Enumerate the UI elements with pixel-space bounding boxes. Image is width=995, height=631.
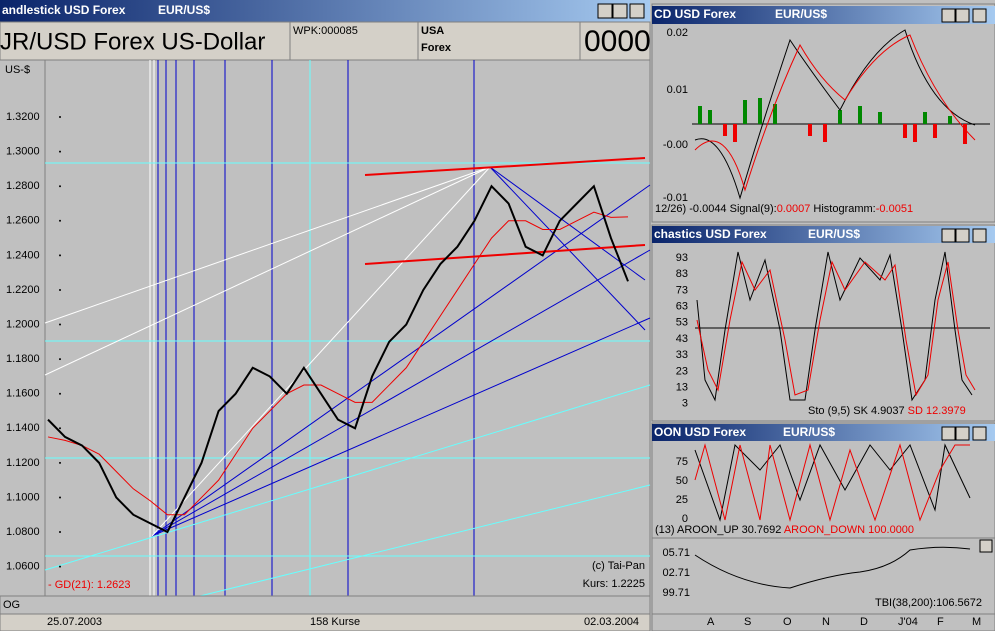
y-tick-label: 93 <box>676 252 688 264</box>
market: Forex <box>421 42 452 54</box>
x-tick-label: O <box>783 616 792 628</box>
title-bar <box>652 424 995 441</box>
y-tick-label: -0.00 <box>663 139 688 151</box>
grid-dot <box>59 427 61 430</box>
end-date: 02.03.2004 <box>584 616 639 628</box>
close-button[interactable] <box>979 539 993 553</box>
y-tick-label: 83 <box>676 268 688 280</box>
grid-dot <box>59 323 61 326</box>
window-symbol: EUR/US$ <box>775 7 827 21</box>
window-title: CD USD Forex <box>654 7 736 21</box>
grid-dot <box>59 358 61 361</box>
y-tick-label: 1.1400 <box>6 422 40 434</box>
window-buttons[interactable] <box>597 3 645 19</box>
y-tick-label: 1.2200 <box>6 284 40 296</box>
x-tick-label: F <box>937 616 944 628</box>
y-tick-label: 1.2800 <box>6 180 40 192</box>
country: USA <box>421 25 444 37</box>
window-buttons[interactable] <box>941 8 987 23</box>
y-tick-label: 13 <box>676 382 688 394</box>
y-tick-label: 02.71 <box>662 567 690 579</box>
y-tick-label: 50 <box>676 475 688 487</box>
x-tick-label: M <box>972 616 981 628</box>
grid-dot <box>59 219 61 222</box>
y-tick-label: 75 <box>676 456 688 468</box>
macd-footer: 12/26) -0.0044 Signal(9):0.0007 Histogra… <box>655 203 913 215</box>
y-tick-label: 73 <box>676 284 688 296</box>
grid-dot <box>59 254 61 257</box>
start-date: 25.07.2003 <box>47 616 102 628</box>
x-tick-label: S <box>744 616 751 628</box>
x-tick-label: A <box>707 616 715 628</box>
y-tick-label: 25 <box>676 494 688 506</box>
grid-dot <box>59 461 61 464</box>
y-tick-label: 1.3000 <box>6 146 40 158</box>
y-tick-label: 23 <box>676 365 688 377</box>
copyright: (c) Tai-Pan <box>592 560 645 572</box>
window-title: andlestick USD Forex <box>2 3 126 17</box>
y-tick-label: 05.71 <box>662 547 690 559</box>
wpk: WPK:000085 <box>293 25 358 37</box>
y-tick-label: 63 <box>676 301 688 313</box>
stoch-footer: Sto (9,5) SK 4.9037 SD 12.3979 <box>808 405 966 417</box>
y-tick-label: 1.2600 <box>6 215 40 227</box>
window-symbol: EUR/US$ <box>783 425 835 439</box>
y-tick-label: 1.1800 <box>6 353 40 365</box>
ma-line <box>47 211 629 516</box>
grid-dot <box>59 496 61 499</box>
grid-dot <box>59 392 61 395</box>
y-tick-label: 1.2000 <box>6 318 40 330</box>
x-tick-label: J'04 <box>898 616 918 628</box>
scale-mode: OG <box>3 599 20 611</box>
grid-dot <box>59 288 61 291</box>
aroon-footer: (13) AROON_UP 30.7692 AROON_DOWN 100.000… <box>655 524 914 536</box>
grid-dot <box>59 116 61 119</box>
x-tick-label: N <box>822 616 830 628</box>
y-tick-label: 1.0800 <box>6 526 40 538</box>
y-tick-label: 0.02 <box>667 27 688 39</box>
header-name: JR/USD Forex US-Dollar <box>0 28 265 55</box>
y-tick-label: 1.3200 <box>6 111 40 123</box>
window-buttons[interactable] <box>941 228 987 243</box>
grid-dot <box>59 531 61 534</box>
title-bar <box>652 6 995 24</box>
y-tick-label: 1.2400 <box>6 249 40 261</box>
window-symbol: EUR/US$ <box>158 3 210 17</box>
y-tick-label: 33 <box>676 349 688 361</box>
x-tick-label: D <box>860 616 868 628</box>
y-tick-label: 3 <box>682 398 688 410</box>
y-unit: US-$ <box>5 64 30 76</box>
y-tick-label: 0.01 <box>667 84 688 96</box>
count: 158 Kurse <box>310 616 360 628</box>
window-buttons[interactable] <box>941 426 987 441</box>
y-tick-label: 43 <box>676 333 688 345</box>
window-symbol: EUR/US$ <box>808 227 860 241</box>
closes-line <box>47 184 629 534</box>
last-price: Kurs: 1.2225 <box>583 578 645 590</box>
y-tick-label: 53 <box>676 317 688 329</box>
y-tick-label: -0.01 <box>663 192 688 204</box>
big-number: 0000 <box>584 25 651 58</box>
window-title: OON USD Forex <box>654 425 746 439</box>
title-bar <box>652 226 995 243</box>
tbi-footer: TBI(38,200):106.5672 <box>875 597 982 609</box>
y-tick-label: 99.71 <box>662 587 690 599</box>
title-bar <box>0 0 650 22</box>
grid-dot <box>59 150 61 153</box>
header <box>0 21 651 61</box>
y-tick-label: 1.1200 <box>6 457 40 469</box>
grid-dot <box>59 565 61 568</box>
y-tick-label: 1.0600 <box>6 561 40 573</box>
y-tick-label: 0 <box>682 513 688 525</box>
y-tick-label: 1.1000 <box>6 491 40 503</box>
grid-dot <box>59 185 61 188</box>
y-tick-label: 1.1600 <box>6 388 40 400</box>
ma-label: - GD(21): 1.2623 <box>48 579 131 591</box>
window-title: chastics USD Forex <box>654 227 767 241</box>
